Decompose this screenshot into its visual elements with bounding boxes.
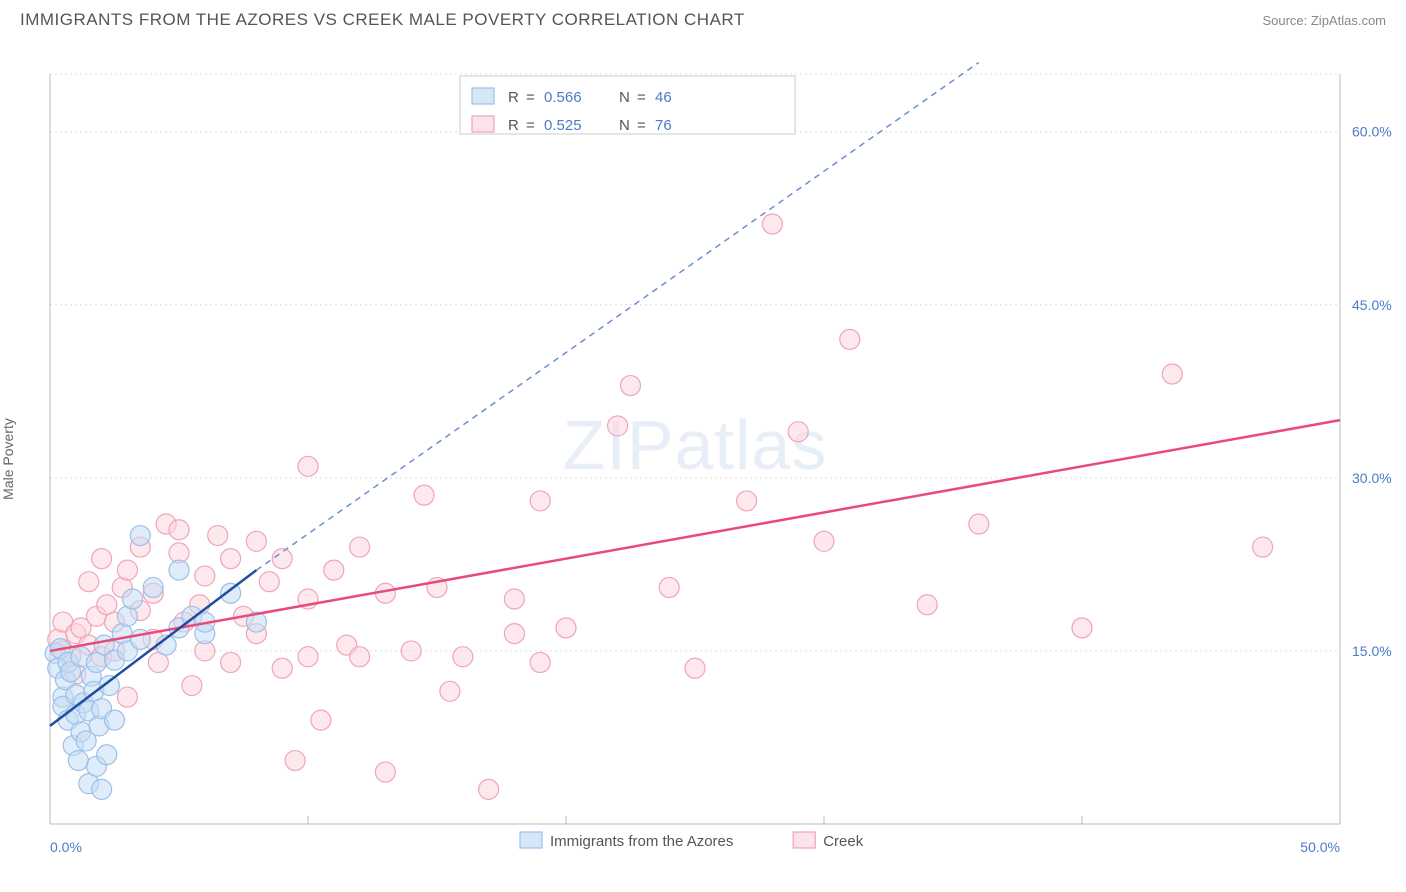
scatter-point bbox=[143, 577, 163, 597]
y-tick-label: 15.0% bbox=[1352, 643, 1392, 659]
chart-container: Male Poverty ZIPatlas 15.0% 30.0% 45.0% 60.0… bbox=[0, 34, 1406, 884]
y-axis-label: Male Poverty bbox=[0, 418, 16, 500]
legend-r-value: 0.566 bbox=[544, 89, 582, 106]
scatter-point bbox=[117, 687, 137, 707]
scatter-point bbox=[298, 647, 318, 667]
scatter-point bbox=[221, 549, 241, 569]
scatter-point bbox=[556, 618, 576, 638]
scatter-point bbox=[350, 647, 370, 667]
scatter-point bbox=[92, 549, 112, 569]
scatter-point bbox=[440, 681, 460, 701]
scatter-point bbox=[221, 583, 241, 603]
scatter-point bbox=[530, 491, 550, 511]
scatter-point bbox=[737, 491, 757, 511]
scatter-point bbox=[285, 751, 305, 771]
scatter-point bbox=[504, 589, 524, 609]
y-tick-label: 30.0% bbox=[1352, 470, 1392, 486]
scatter-point bbox=[208, 526, 228, 546]
scatter-point bbox=[453, 647, 473, 667]
scatter-point bbox=[117, 560, 137, 580]
scatter-point bbox=[311, 710, 331, 730]
scatter-point bbox=[659, 577, 679, 597]
scatter-point bbox=[246, 531, 266, 551]
scatter-point bbox=[195, 566, 215, 586]
scatter-point bbox=[840, 329, 860, 349]
scatter-point bbox=[530, 652, 550, 672]
legend-bottom-label: Immigrants from the Azores bbox=[550, 833, 733, 850]
legend-eq: = bbox=[526, 89, 535, 106]
legend-bottom-swatch bbox=[520, 832, 542, 848]
scatter-point bbox=[414, 485, 434, 505]
scatter-point bbox=[298, 456, 318, 476]
scatter-point bbox=[762, 214, 782, 234]
scatter-point bbox=[259, 572, 279, 592]
legend-n-label: N bbox=[619, 89, 630, 106]
x-tick-label: 0.0% bbox=[50, 839, 82, 855]
legend-r-value: 0.525 bbox=[544, 117, 582, 134]
scatter-point bbox=[1162, 364, 1182, 384]
legend-r-label: R bbox=[508, 117, 519, 134]
legend-eq: = bbox=[526, 117, 535, 134]
x-tick-label: 50.0% bbox=[1300, 839, 1340, 855]
scatter-point bbox=[130, 526, 150, 546]
scatter-point bbox=[169, 560, 189, 580]
scatter-point bbox=[969, 514, 989, 534]
scatter-point bbox=[788, 422, 808, 442]
regression-line-azores-ext bbox=[256, 62, 978, 570]
scatter-point bbox=[608, 416, 628, 436]
legend-n-label: N bbox=[619, 117, 630, 134]
scatter-point bbox=[814, 531, 834, 551]
scatter-point bbox=[272, 658, 292, 678]
scatter-point bbox=[917, 595, 937, 615]
chart-source: Source: ZipAtlas.com bbox=[1262, 13, 1386, 28]
scatter-point bbox=[68, 751, 88, 771]
chart-title: IMMIGRANTS FROM THE AZORES VS CREEK MALE… bbox=[20, 10, 745, 30]
scatter-point bbox=[685, 658, 705, 678]
scatter-point bbox=[92, 779, 112, 799]
scatter-point bbox=[272, 549, 292, 569]
legend-swatch bbox=[472, 116, 494, 132]
scatter-point bbox=[1253, 537, 1273, 557]
scatter-point bbox=[169, 520, 189, 540]
legend-swatch bbox=[472, 88, 494, 104]
watermark-text: ZIPatlas bbox=[563, 406, 828, 484]
legend-r-label: R bbox=[508, 89, 519, 106]
scatter-point bbox=[105, 710, 125, 730]
legend-eq: = bbox=[637, 89, 646, 106]
scatter-point bbox=[479, 779, 499, 799]
scatter-point bbox=[504, 624, 524, 644]
scatter-point bbox=[350, 537, 370, 557]
scatter-point bbox=[621, 376, 641, 396]
legend-bottom-swatch bbox=[793, 832, 815, 848]
chart-svg: ZIPatlas 15.0% 30.0% 45.0% 60.0% 0.0% 50.0% R = 0… bbox=[0, 34, 1406, 884]
chart-header: IMMIGRANTS FROM THE AZORES VS CREEK MALE… bbox=[0, 0, 1406, 34]
scatter-point bbox=[79, 572, 99, 592]
y-tick-label: 45.0% bbox=[1352, 297, 1392, 313]
scatter-point bbox=[221, 652, 241, 672]
legend-n-value: 76 bbox=[655, 117, 672, 134]
scatter-point bbox=[182, 676, 202, 696]
legend-eq: = bbox=[637, 117, 646, 134]
scatter-point bbox=[1072, 618, 1092, 638]
legend-bottom-label: Creek bbox=[823, 833, 864, 850]
scatter-point bbox=[324, 560, 344, 580]
legend-n-value: 46 bbox=[655, 89, 672, 106]
scatter-point bbox=[123, 589, 143, 609]
y-tick-label: 60.0% bbox=[1352, 124, 1392, 140]
scatter-point bbox=[97, 745, 117, 765]
scatter-point bbox=[401, 641, 421, 661]
scatter-point bbox=[375, 762, 395, 782]
